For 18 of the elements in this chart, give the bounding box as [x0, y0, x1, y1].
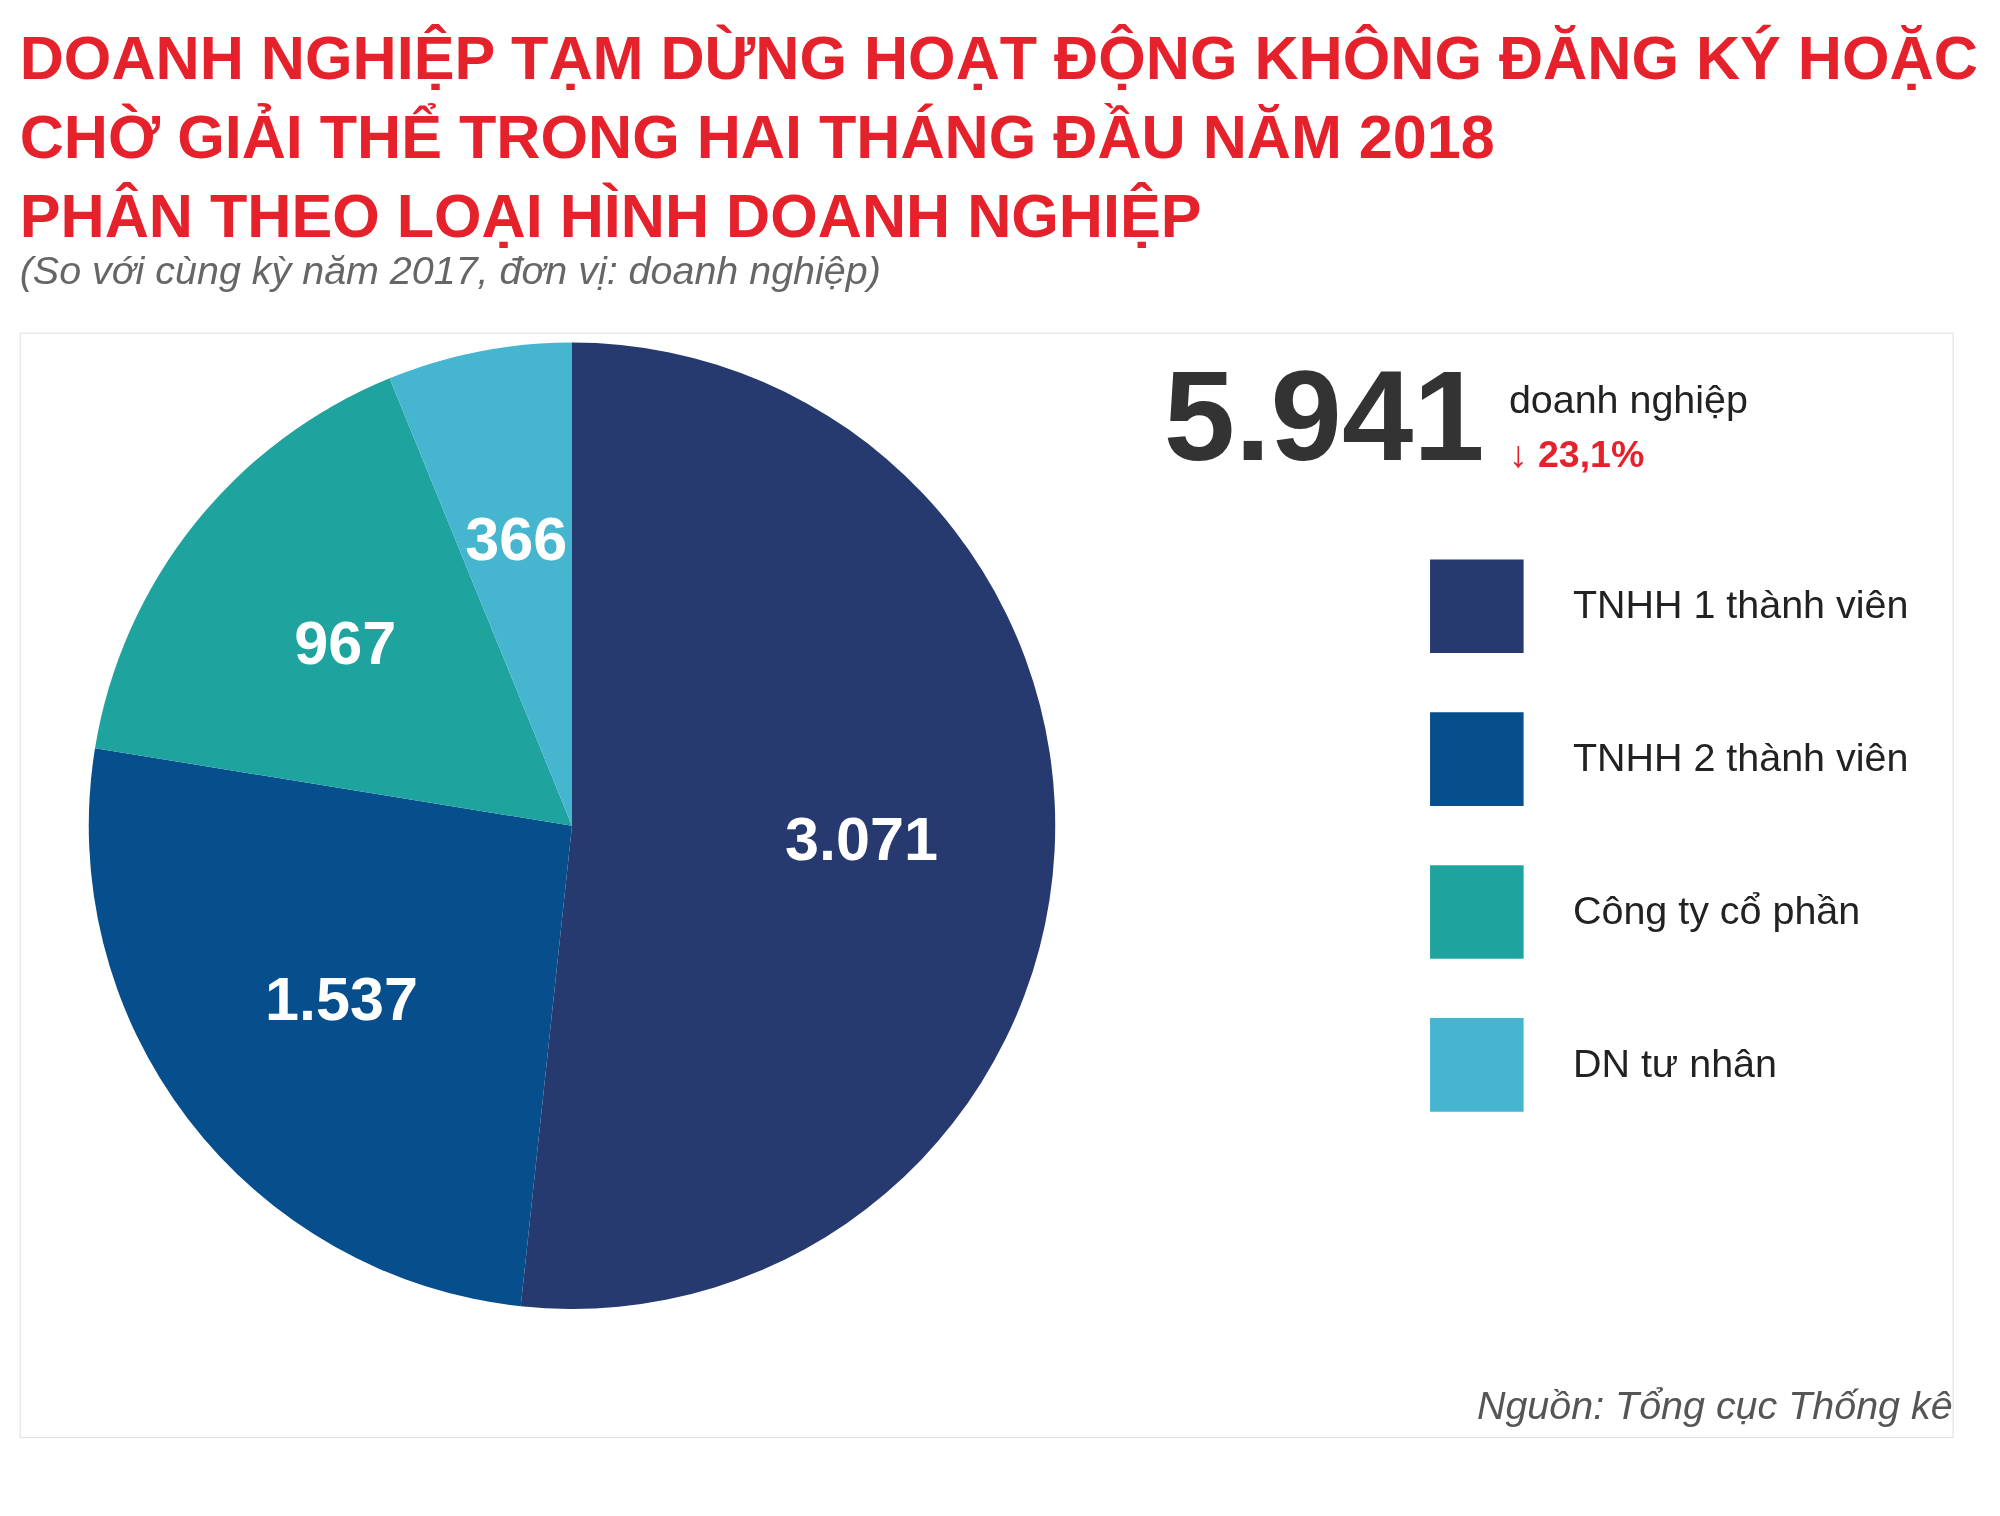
data-label: 967 [294, 608, 397, 677]
text: Nguồn: Tổng cục Thống kê [1476, 1383, 1953, 1428]
text: 5.941 [1163, 343, 1485, 487]
pie-slice [89, 748, 572, 1307]
legend-label: TNHH 1 thành viên [1572, 582, 1909, 627]
legend-label: TNHH 2 thành viên [1572, 734, 1909, 779]
data-label: 366 [465, 504, 568, 573]
text: DOANH NGHIỆP TẠM DỪNG HOẠT ĐỘNG KHÔNG ĐĂNG KÝ HOẶC [19, 24, 1978, 93]
text: doanh nghiệp [1508, 377, 1748, 422]
text: PHÂN THEO LOẠI HÌNH DOANH NGHIỆP [19, 181, 1202, 250]
legend-label: DN tư nhân [1572, 1040, 1777, 1085]
text: ↓ 23,1% [1508, 432, 1645, 475]
chart-subtitle: (So với cùng kỳ năm 2017, đơn vị: doanh nghiệp) [19, 248, 881, 293]
data-label: 1.537 [265, 965, 418, 1034]
data-label: 3.071 [785, 804, 939, 873]
legend-label: Công ty cổ phần [1572, 887, 1861, 932]
text: CHỜ GIẢI THỂ TRONG HAI THÁNG ĐẦU NĂM 2018 [19, 103, 1495, 172]
pie-slice [95, 378, 572, 826]
